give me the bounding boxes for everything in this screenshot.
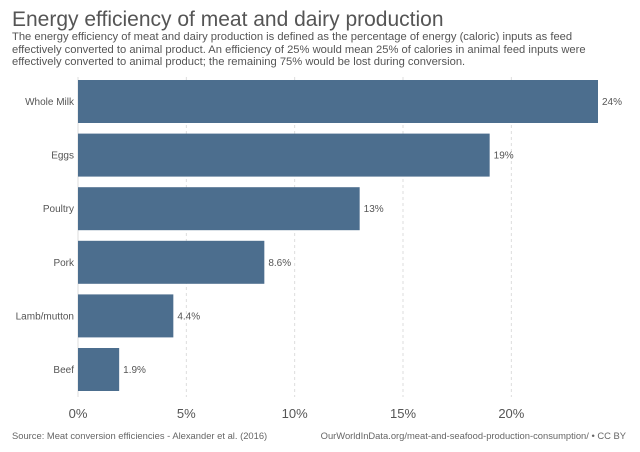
x-tick-label: 20% [498,406,524,421]
bars: Whole Milk 24% Eggs 19% Poultry 13% Pork 8.6% La… [16,80,622,391]
value-label: 8.6% [268,258,291,269]
x-tick-label: 15% [390,406,416,421]
value-label: 19% [494,151,514,162]
bar[interactable] [78,294,174,338]
chart-subtitle: The energy efficiency of meat and dairy … [12,31,586,69]
x-tick-label: 5% [177,406,196,421]
bar[interactable] [78,80,598,123]
x-tick-label: 10% [282,406,308,421]
x-axis: 0% 5% 10% 15% 20% [69,406,525,421]
chart-title: Energy efficiency of meat and dairy prod… [12,8,444,31]
source-note: Source: Meat conversion efficiencies - A… [12,430,268,441]
category-label: Beef [53,365,74,376]
bar[interactable] [78,240,265,284]
category-label: Pork [53,258,75,269]
bar[interactable] [78,187,360,231]
credit-link[interactable]: OurWorldInData.org/meat-and-seafood-prod… [320,430,626,441]
x-tick-label: 0% [69,406,88,421]
category-label: Poultry [43,204,74,215]
category-label: Whole Milk [25,97,75,108]
value-label: 13% [364,204,384,215]
bar[interactable] [78,133,490,177]
value-label: 1.9% [123,365,146,376]
gridlines [77,77,512,397]
value-label: 4.4% [177,311,200,322]
bar[interactable] [78,348,120,391]
category-label: Lamb/mutton [16,311,74,322]
category-label: Eggs [51,151,74,162]
value-label: 24% [602,97,622,108]
